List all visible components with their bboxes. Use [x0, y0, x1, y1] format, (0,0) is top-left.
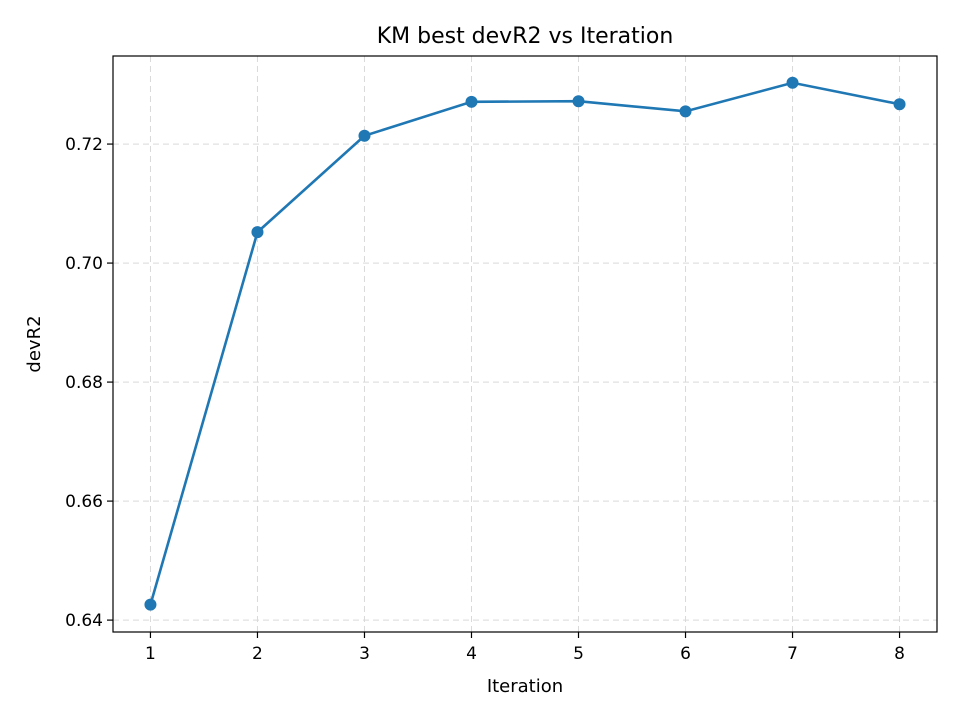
axis-ticks: 1 2 3 4 5 6 7 8 0.64 0.66 0.68 0.70 0.72 [65, 135, 905, 664]
x-tick-label: 3 [359, 644, 370, 664]
y-tick-label: 0.72 [65, 135, 103, 155]
plot-series [144, 76, 906, 611]
data-point [786, 76, 799, 89]
y-tick-label: 0.68 [65, 373, 103, 393]
plot-frame [112, 55, 938, 633]
series-line [149, 81, 900, 605]
data-point [679, 105, 692, 118]
data-point [465, 95, 478, 108]
data-point [572, 95, 585, 108]
grid [113, 56, 937, 632]
x-tick-label: 2 [252, 644, 263, 664]
data-point [893, 98, 906, 111]
y-tick-label: 0.66 [65, 492, 103, 512]
x-tick-label: 5 [573, 644, 584, 664]
x-tick-label: 1 [145, 644, 156, 664]
data-point [251, 226, 264, 239]
y-tick-label: 0.64 [65, 611, 103, 631]
x-tick-label: 8 [894, 644, 905, 664]
chart-title: KM best devR2 vs Iteration [377, 24, 674, 49]
x-tick-label: 6 [680, 644, 691, 664]
x-tick-label: 4 [466, 644, 477, 664]
x-tick-label: 7 [787, 644, 798, 664]
y-axis-label: devR2 [24, 315, 45, 372]
y-tick-label: 0.70 [65, 254, 103, 274]
x-axis-label: Iteration [487, 676, 563, 697]
data-point [358, 129, 371, 142]
data-point [144, 598, 157, 611]
